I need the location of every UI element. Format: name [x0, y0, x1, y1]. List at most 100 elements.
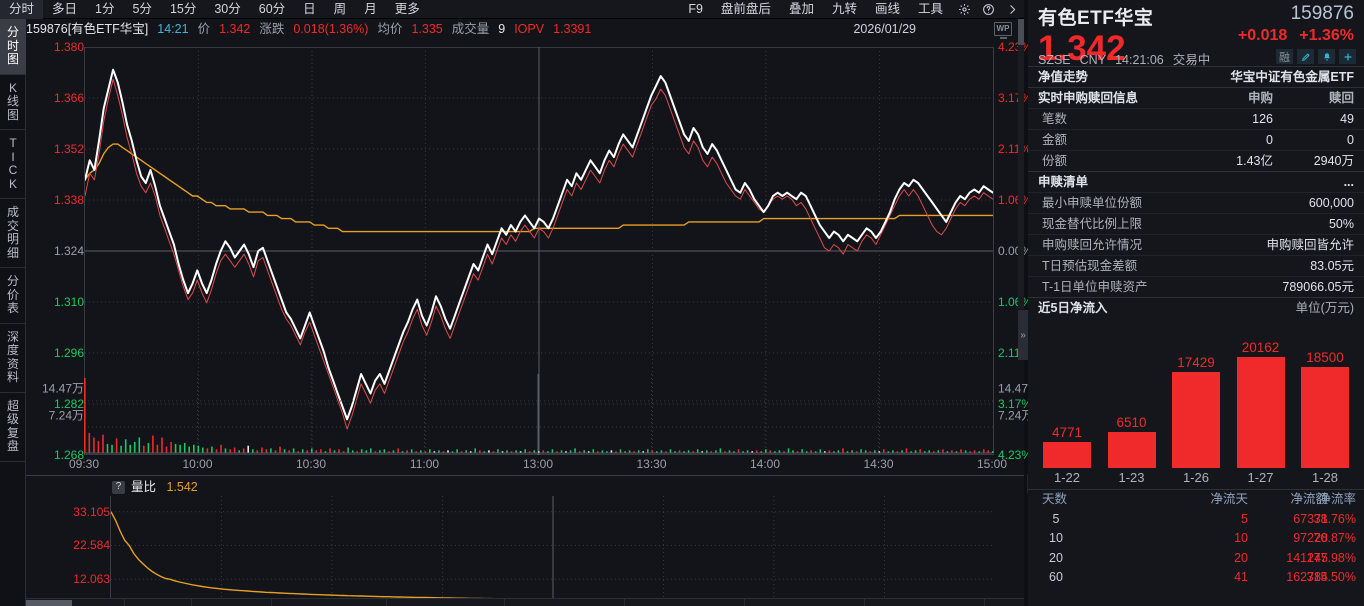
timeframe-tab-9[interactable]: 月	[364, 1, 377, 16]
fund-info-row-4: 份额 1.43亿 2940万	[1028, 150, 1364, 171]
inflow-bar-column-1: 6510	[1103, 415, 1161, 468]
row-value-right: ...	[1343, 175, 1354, 189]
timeframe-tab-4[interactable]: 15分	[169, 1, 197, 16]
toolbar-action-画线[interactable]: 画线	[874, 1, 900, 16]
row-label: 最小申赎单位份额	[1042, 196, 1143, 210]
inflow-bar-label: 1-22	[1053, 470, 1081, 485]
fund-info-row-2: 笔数 126 49	[1028, 108, 1364, 129]
indicator-name: 量比	[131, 480, 157, 494]
indicator-plot[interactable]	[110, 496, 995, 606]
netflow-summary-table: 天数 净流天 净流额 净流率 5 5 67371 38.76% 10 10 97228 70.87% 2…	[1028, 489, 1364, 588]
timeframe-tab-0[interactable]: 分时	[0, 0, 44, 19]
timeframe-tab-7[interactable]: 日	[303, 1, 316, 16]
toolbar-action-工具[interactable]: 工具	[917, 1, 943, 16]
vertical-scrollbar[interactable]	[1018, 19, 1024, 309]
summary-days: 60	[1049, 570, 1063, 584]
row-label: 实时申购赎回信息	[1038, 91, 1139, 105]
time-tick-4: 13:00	[522, 457, 554, 471]
timeframe-tab-6[interactable]: 60分	[258, 1, 286, 16]
time-tick-6: 14:00	[749, 457, 781, 471]
scrollbar-thumb[interactable]	[1018, 19, 1024, 45]
info-avg-label: 均价	[377, 22, 403, 36]
row-value-right: 赎回	[1328, 91, 1354, 105]
sidebar-item-label: K	[8, 80, 17, 95]
summary-net-amount: 67371	[1293, 511, 1328, 526]
inflow-bar-column-4: 18500	[1296, 350, 1354, 468]
inflow-bar	[1301, 366, 1349, 468]
help-icon[interactable]: ?	[112, 481, 125, 495]
volume-plot	[84, 374, 994, 455]
row-label: 申购赎回允许情况	[1042, 238, 1143, 252]
percent-tick-7: 3.17%	[998, 397, 1033, 411]
price-line-svg	[85, 47, 993, 455]
timeframe-tab-2[interactable]: 1分	[95, 1, 115, 16]
row-value-right: 华宝中证有色金属ETF	[1230, 70, 1354, 84]
row-value-right: 申购赎回皆允许	[1266, 238, 1354, 252]
price-plot[interactable]	[84, 47, 994, 455]
price-tick-6: 1.296	[53, 346, 84, 360]
chevron-right-icon[interactable]	[1000, 0, 1024, 19]
sidebar-item-label: 超	[6, 398, 19, 413]
row-value-right: 2940万	[1313, 154, 1354, 168]
row-value-mid: 126	[1252, 112, 1273, 126]
sidebar-item-6[interactable]: 超级复盘	[0, 393, 26, 462]
summary-header-3: 净流率	[1318, 492, 1356, 506]
timeframe-tab-10[interactable]: 更多	[394, 1, 420, 16]
info-price: 1.342	[219, 22, 251, 36]
sidebar-item-5[interactable]: 深度资料	[0, 324, 26, 393]
info-price-label: 价	[197, 22, 211, 36]
summary-row-3: 60 41 162784 315.50%	[1028, 568, 1364, 588]
sidebar-item-label: 价	[6, 287, 19, 302]
toolbar-action-九转[interactable]: 九转	[831, 1, 857, 16]
timeframe-tab-8[interactable]: 周	[333, 1, 347, 16]
edit-icon[interactable]	[1297, 49, 1314, 64]
row-value-right: 49	[1340, 112, 1354, 126]
plus-icon[interactable]	[1339, 49, 1356, 64]
row-value-mid: 申购	[1247, 91, 1273, 105]
summary-days: 10	[1049, 531, 1063, 545]
time-tick-3: 11:00	[409, 457, 440, 471]
inflow-bar-column-2: 17429	[1167, 355, 1225, 468]
quote-timestamp: 14:21:06	[1115, 53, 1164, 67]
inflow-bar-value: 17429	[1177, 355, 1215, 371]
sidebar-item-3[interactable]: 成交明细	[0, 199, 26, 268]
scroll-thumb[interactable]	[26, 600, 72, 606]
row-label: 笔数	[1042, 112, 1068, 126]
sidebar-item-label: 明	[6, 232, 19, 246]
inflow-bar-column-3: 20162	[1232, 340, 1290, 468]
stock-code: 159876	[1290, 3, 1354, 24]
panel-expander-button[interactable]: »	[1018, 310, 1028, 360]
row-label: 申赎清单	[1038, 175, 1089, 189]
sidebar-item-label: 分	[6, 274, 19, 288]
bell-icon[interactable]	[1318, 49, 1335, 64]
gear-icon[interactable]	[952, 0, 976, 19]
sidebar-item-4[interactable]: 分价表	[0, 268, 26, 324]
inflow-unit: 单位(万元)	[1295, 301, 1354, 315]
toolbar-action-盘前盘后[interactable]: 盘前盘后	[720, 1, 771, 16]
price-tick-4: 1.324	[53, 244, 84, 258]
bottom-scroll-strip[interactable]	[26, 598, 1024, 606]
indicator-tick-0: 33.105	[73, 504, 110, 519]
inflow-bar-label: 1-27	[1247, 470, 1274, 485]
price-change: +0.018 +1.36%	[1226, 27, 1354, 45]
timeframe-tab-1[interactable]: 多日	[52, 1, 78, 16]
help-icon[interactable]	[976, 0, 1000, 19]
summary-header-1: 净流天	[1210, 492, 1248, 506]
percent-tick-8: 4.23%	[998, 448, 1033, 462]
margin-icon[interactable]: 融	[1276, 49, 1293, 64]
toolbar-action-叠加[interactable]: 叠加	[788, 1, 814, 16]
toolbar-action-F9[interactable]: F9	[688, 1, 703, 16]
summary-net-amount: 141245	[1286, 550, 1328, 565]
price-tick-7: 1.282	[53, 397, 84, 411]
inflow-bar	[1107, 432, 1156, 468]
timeframe-tab-5[interactable]: 30分	[214, 1, 241, 16]
time-tick-1: 10:00	[182, 457, 213, 471]
row-value-right: 50%	[1328, 217, 1354, 231]
sidebar-item-0[interactable]: 分时图	[0, 19, 26, 75]
timeframe-tab-3[interactable]: 5分	[132, 1, 152, 16]
sidebar-item-label: 图	[6, 52, 19, 66]
fund-info-row-3: 金额 0 0	[1028, 129, 1364, 150]
summary-net-amount: 162784	[1286, 570, 1328, 584]
